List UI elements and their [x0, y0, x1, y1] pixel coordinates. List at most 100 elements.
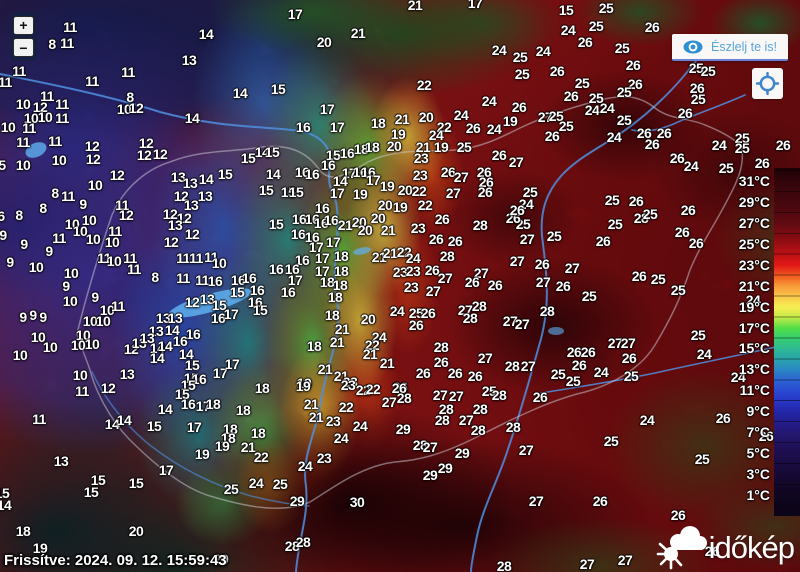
temp-reading: 12 — [85, 151, 101, 167]
temp-reading: 10 — [63, 265, 79, 281]
temp-reading: 24 — [535, 43, 551, 59]
temp-reading: 9 — [45, 243, 53, 259]
rivers — [0, 47, 799, 572]
temp-reading: 13 — [181, 52, 197, 68]
last-updated-text: Frissítve: 2024. 09. 12. 15:59:43 — [4, 551, 227, 569]
temp-reading: 19 — [502, 113, 518, 129]
temp-reading: 24 — [333, 430, 349, 446]
temp-reading: 27 — [448, 388, 464, 404]
lake-velence — [353, 247, 371, 255]
temp-reading: 26 — [595, 233, 611, 249]
locate-button[interactable] — [752, 68, 783, 99]
temp-reading: 10 — [211, 255, 227, 271]
temp-reading: 16 — [230, 272, 246, 288]
temp-reading: 20 — [370, 210, 386, 226]
temp-reading: 26 — [477, 184, 493, 200]
river-danube-upper — [0, 73, 337, 203]
temp-reading: 26 — [534, 256, 550, 272]
temp-reading: 8 — [15, 207, 23, 223]
temp-reading: 26 — [428, 231, 444, 247]
temp-reading: 27 — [607, 335, 623, 351]
temp-reading: 25 — [272, 476, 288, 492]
zoom-in-button[interactable]: + — [13, 15, 34, 35]
temp-reading: 28 — [539, 303, 555, 319]
temp-reading: 16 — [284, 261, 300, 277]
temp-reading: 13 — [167, 217, 183, 233]
temp-reading: 26 — [680, 202, 696, 218]
temp-reading: 26 — [625, 57, 641, 73]
temp-reading: 25 — [546, 228, 562, 244]
zoom-out-button[interactable]: − — [13, 38, 34, 58]
temp-reading: 26 — [677, 105, 693, 121]
temp-reading: 18 — [333, 263, 349, 279]
temp-reading: 10 — [85, 231, 101, 247]
temp-reading: 11 — [48, 133, 62, 149]
temp-reading: 11 — [123, 250, 137, 266]
temp-reading: 14 — [149, 340, 165, 356]
temp-reading: 28 — [633, 210, 649, 226]
temp-reading: 27 — [445, 185, 461, 201]
temp-reading: 16 — [304, 166, 320, 182]
temp-reading: 18 — [205, 396, 221, 412]
temp-reading: 28 — [284, 538, 300, 554]
temp-reading: 19 — [214, 438, 230, 454]
temp-reading: 10 — [82, 313, 98, 329]
temp-reading: 26 — [644, 19, 660, 35]
temp-reading: 26 — [644, 136, 660, 152]
temp-reading: 24 — [639, 412, 655, 428]
temp-reading: 28 — [439, 248, 455, 264]
temp-reading: 10 — [95, 313, 111, 329]
temp-reading: 10 — [37, 109, 53, 125]
temp-reading: 28 — [505, 419, 521, 435]
temp-reading: 26 — [689, 80, 705, 96]
temp-reading: 15 — [90, 472, 106, 488]
temp-reading: 14 — [157, 401, 173, 417]
temp-reading: 16 — [191, 371, 207, 387]
temp-reading: 24 — [683, 158, 699, 174]
temp-reading: 24 — [696, 346, 712, 362]
temp-reading: 26 — [669, 150, 685, 166]
temp-reading: 10 — [99, 302, 115, 318]
temp-reading: 26 — [391, 380, 407, 396]
temp-reading: 27 — [528, 493, 544, 509]
observe-button[interactable]: Észlelj te is! — [672, 34, 788, 61]
temp-reading: 26 — [420, 305, 436, 321]
temp-reading: 26 — [571, 357, 587, 373]
temp-reading: 20 — [360, 311, 376, 327]
temp-reading: 11 — [40, 88, 54, 104]
temp-reading: 26 — [392, 379, 408, 395]
temp-reading: 21 — [380, 222, 396, 238]
temp-reading: 10 — [104, 234, 120, 250]
temp-reading: 26 — [408, 317, 424, 333]
temp-reading: 19 — [392, 199, 408, 215]
temp-reading: 27 — [564, 260, 580, 276]
temp-reading: 13 — [199, 291, 215, 307]
crosshair-icon — [755, 71, 780, 96]
temp-reading: 25 — [565, 373, 581, 389]
temp-reading: 26 — [628, 193, 644, 209]
temp-reading: 15 — [180, 377, 196, 393]
temp-reading: 26 — [775, 137, 791, 153]
temp-reading: 17 — [212, 365, 228, 381]
temp-reading: 16 — [304, 211, 320, 227]
temp-reading: 12 — [84, 138, 100, 154]
temp-reading: 18 — [235, 402, 251, 418]
temp-reading: 15 — [146, 418, 162, 434]
temp-reading: 10 — [42, 339, 58, 355]
temp-reading: 13 — [119, 366, 135, 382]
legend-label: 25°C — [738, 235, 770, 252]
temp-reading: 13 — [167, 310, 183, 326]
temp-reading: 25 — [408, 305, 424, 321]
temp-reading: 17 — [365, 172, 381, 188]
temp-reading: 25 — [734, 130, 750, 146]
temp-reading: 26 — [467, 368, 483, 384]
temp-reading: 15 — [128, 475, 144, 491]
temp-reading: 23 — [412, 167, 428, 183]
temp-reading: 17 — [224, 356, 240, 372]
temp-reading: 18 — [250, 425, 266, 441]
temp-reading: 20 — [377, 197, 393, 213]
temp-reading: 22 — [436, 119, 452, 135]
temp-reading: 16 — [314, 200, 330, 216]
temp-reading: 26 — [532, 389, 548, 405]
